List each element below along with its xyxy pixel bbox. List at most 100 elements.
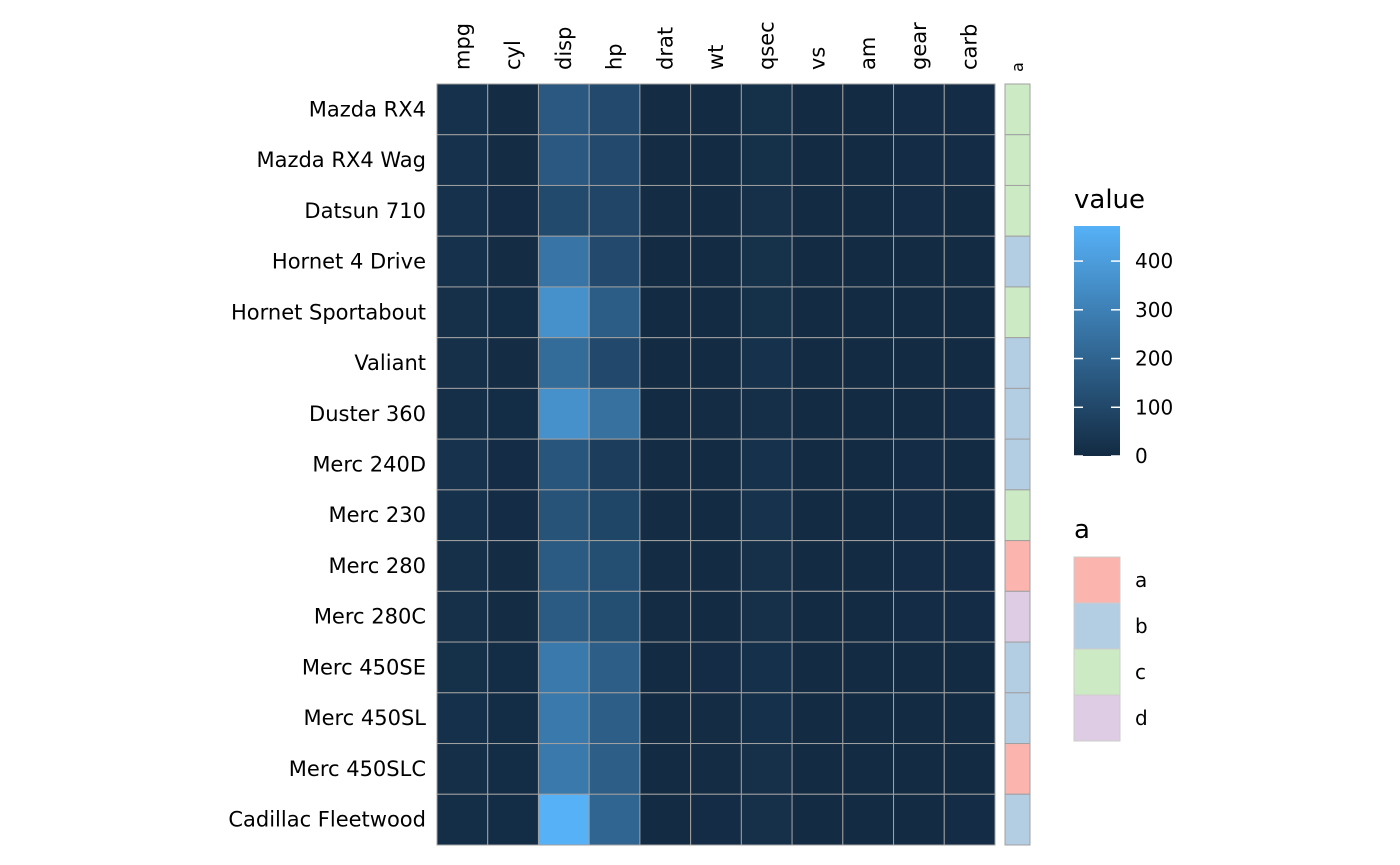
heatmap-cell	[436, 337, 489, 389]
heatmap-cell	[639, 184, 692, 237]
heatmap-cell	[690, 286, 742, 339]
heatmap-cell	[537, 337, 590, 389]
row-label: Hornet Sportabout	[231, 300, 426, 324]
heatmap-cell	[487, 793, 539, 846]
legend-item-label: b	[1135, 614, 1148, 638]
heatmap-cell	[487, 590, 539, 643]
heatmap-cell	[690, 337, 742, 389]
heatmap-cell	[943, 438, 996, 491]
heatmap-cell	[943, 540, 996, 592]
heatmap-cell	[436, 692, 489, 745]
heatmap-cell	[842, 489, 895, 542]
heatmap-cell	[537, 793, 590, 846]
heatmap-cell	[487, 337, 539, 389]
heatmap-cell	[436, 438, 489, 491]
heatmap-cell	[537, 387, 590, 440]
heatmap-cell	[588, 83, 641, 136]
heatmap-cell	[740, 641, 793, 694]
heatmap-cell	[893, 83, 945, 136]
heatmap-cell	[791, 235, 844, 288]
row-label: Valiant	[354, 351, 426, 375]
heatmap-cell	[740, 540, 793, 592]
heatmap-cell	[487, 692, 539, 745]
heatmap-cell	[943, 387, 996, 440]
heatmap-cell	[537, 184, 590, 237]
heatmap-cell	[893, 743, 945, 795]
heatmap-cell	[893, 286, 945, 339]
annotation-cell	[1004, 286, 1031, 339]
heatmap-cell	[842, 286, 895, 339]
annotation-cell	[1004, 134, 1031, 186]
value-legend-title: value	[1074, 185, 1145, 215]
annotation-column-label: a	[1008, 62, 1027, 72]
heatmap-cell	[791, 387, 844, 440]
heatmap-cell	[842, 590, 895, 643]
heatmap-cell	[740, 184, 793, 237]
column-label: vs	[805, 47, 829, 70]
heatmap-cell	[842, 184, 895, 237]
heatmap-cell	[537, 641, 590, 694]
annotation-cell	[1004, 184, 1031, 237]
heatmap-cell	[436, 235, 489, 288]
annotation-cell	[1004, 438, 1031, 491]
annotation-cell	[1004, 540, 1031, 592]
heatmap-cell	[791, 489, 844, 542]
row-label: Merc 280	[328, 554, 426, 578]
legend-swatch	[1073, 602, 1121, 650]
heatmap-cell	[436, 743, 489, 795]
annotation-cell	[1004, 590, 1031, 643]
heatmap-cell	[487, 235, 539, 288]
heatmap-cell	[487, 489, 539, 542]
heatmap-cell	[893, 184, 945, 237]
heatmap-cell	[639, 286, 692, 339]
heatmap-cell	[943, 692, 996, 745]
legend-swatch	[1073, 556, 1121, 604]
heatmap-cell	[943, 489, 996, 542]
annotation-cell	[1004, 337, 1031, 389]
column-label: carb	[958, 24, 982, 70]
heatmap-cell	[639, 590, 692, 643]
heatmap-cell	[537, 83, 590, 136]
row-label: Datsun 710	[304, 199, 426, 223]
heatmap-cell	[639, 83, 692, 136]
heatmap-cell	[436, 83, 489, 136]
heatmap-cell	[537, 134, 590, 186]
column-label: wt	[704, 45, 728, 70]
heatmap-cell	[893, 134, 945, 186]
heatmap-cell	[690, 184, 742, 237]
row-label: Duster 360	[309, 402, 426, 426]
heatmap-cell	[740, 743, 793, 795]
column-label: cyl	[501, 40, 525, 70]
value-legend-ticks: 0 100 200 300 400	[1074, 249, 1173, 468]
heatmap-cell	[943, 743, 996, 795]
heatmap-cell	[943, 83, 996, 136]
heatmap-cell	[639, 743, 692, 795]
legend-swatch	[1073, 694, 1121, 742]
heatmap-cell	[842, 235, 895, 288]
column-label: mpg	[450, 23, 474, 70]
heatmap-cell	[740, 489, 793, 542]
annotation-column	[1004, 83, 1031, 846]
heatmap-cell	[588, 134, 641, 186]
heatmap-cell	[740, 337, 793, 389]
annotation-cell	[1004, 641, 1031, 694]
heatmap-cell	[791, 438, 844, 491]
heatmap-cell	[537, 692, 590, 745]
heatmap-cell	[842, 540, 895, 592]
heatmap-cell	[791, 590, 844, 643]
heatmap-cell	[690, 590, 742, 643]
column-label: drat	[653, 27, 677, 70]
value-colorbar	[1074, 226, 1120, 456]
heatmap-cell	[740, 692, 793, 745]
heatmap-cell	[639, 337, 692, 389]
heatmap-cell	[893, 489, 945, 542]
heatmap-cell	[487, 438, 539, 491]
heatmap-cell	[740, 793, 793, 846]
annotation-cell	[1004, 83, 1031, 136]
heatmap-cell	[639, 793, 692, 846]
heatmap-cell	[537, 438, 590, 491]
legend-swatch	[1073, 648, 1121, 696]
heatmap-cell	[588, 235, 641, 288]
